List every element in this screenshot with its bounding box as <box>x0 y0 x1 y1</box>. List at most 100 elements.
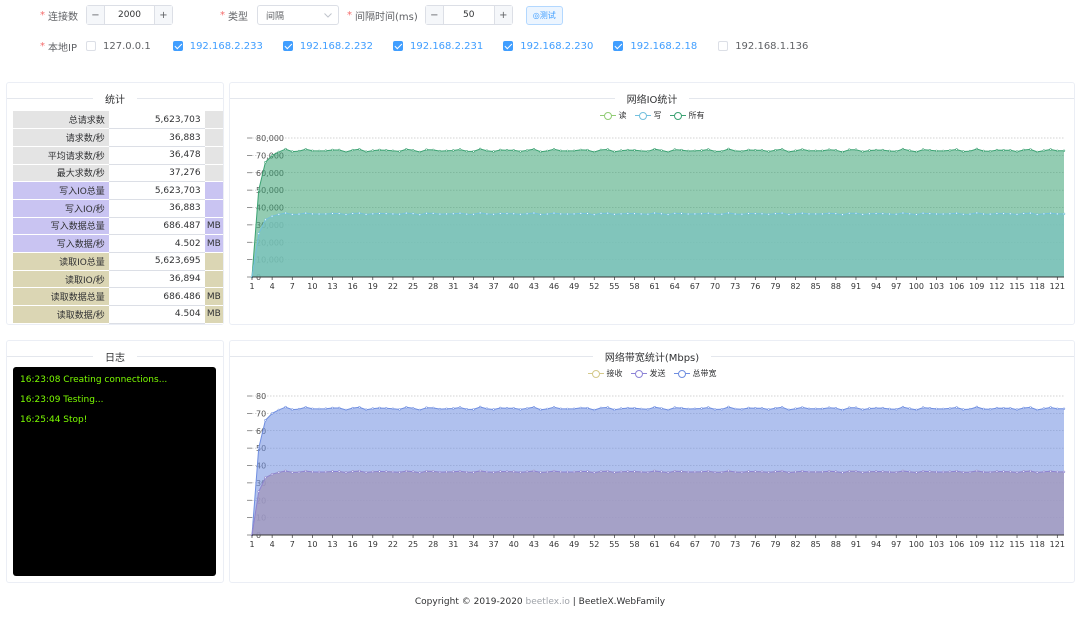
series-point <box>1002 470 1005 473</box>
series-point <box>364 213 368 216</box>
local-ip-option[interactable]: 192.168.2.230 <box>503 41 593 52</box>
x-tick-label: 52 <box>589 540 599 549</box>
stats-label: 平均请求数/秒 <box>13 146 109 165</box>
series-point <box>948 470 952 473</box>
checkbox-checked[interactable] <box>613 41 624 51</box>
stats-unit <box>204 252 223 271</box>
footer-brand-link[interactable]: beetlex.io <box>525 597 570 607</box>
series-point <box>1009 212 1012 215</box>
checkbox-checked[interactable] <box>172 41 183 51</box>
series-point <box>713 408 717 411</box>
series-point <box>311 149 314 153</box>
legend-item[interactable]: 发送 <box>630 368 666 379</box>
x-tick-label: 49 <box>569 282 579 291</box>
series-point <box>525 407 529 410</box>
series-point <box>968 470 972 474</box>
series-point <box>988 407 992 411</box>
series-point <box>767 471 770 474</box>
legend-item[interactable]: 写 <box>634 110 662 121</box>
series-point <box>928 406 931 410</box>
series-point <box>982 149 985 153</box>
x-tick-label: 31 <box>448 540 458 549</box>
local-ip-option[interactable]: 192.168.1.136 <box>718 41 808 52</box>
series-point <box>874 148 878 152</box>
series-point <box>432 470 435 473</box>
series-point <box>452 149 455 152</box>
connections-stepper[interactable]: − 2000 + <box>86 5 173 25</box>
series-point <box>1029 469 1032 473</box>
local-ip-option[interactable]: 192.168.2.18 <box>613 41 697 52</box>
connections-increment-button[interactable]: + <box>154 6 172 24</box>
series-point <box>1015 213 1019 216</box>
series-point <box>780 211 784 215</box>
series-point <box>834 148 837 152</box>
x-tick-label: 40 <box>509 540 519 549</box>
local-ip-option[interactable]: 192.168.2.233 <box>172 41 263 52</box>
legend-item[interactable]: 接收 <box>587 368 623 379</box>
legend-item[interactable]: 所有 <box>669 110 705 121</box>
connections-input[interactable]: 2000 <box>118 10 141 20</box>
test-button[interactable]: ◎测试 <box>525 5 563 25</box>
series-point <box>606 406 609 409</box>
x-tick-label: 97 <box>891 540 901 549</box>
series-point <box>1015 408 1019 411</box>
local-ip-option[interactable]: 192.168.2.232 <box>282 41 373 52</box>
series-point <box>734 407 737 411</box>
local-ip-option[interactable]: 127.0.0.1 <box>85 41 151 52</box>
x-tick-label: 1 <box>249 540 254 549</box>
series-point <box>687 470 690 474</box>
x-tick-label: 16 <box>348 540 358 549</box>
series-point <box>821 407 824 411</box>
interval-input[interactable]: 50 <box>463 10 475 20</box>
interval-decrement-button[interactable]: − <box>425 6 444 24</box>
checkbox[interactable] <box>85 41 96 51</box>
type-select[interactable]: 间隔 <box>257 5 339 25</box>
checkbox[interactable] <box>718 41 729 51</box>
series-point <box>391 407 395 411</box>
interval-increment-button[interactable]: + <box>493 6 512 24</box>
local-ip-option[interactable]: 192.168.2.231 <box>393 41 483 52</box>
series-point <box>579 406 582 410</box>
series-point <box>727 469 730 473</box>
series-point <box>405 148 408 151</box>
series-point <box>673 406 676 409</box>
series-point <box>941 149 945 153</box>
series-point <box>552 148 556 151</box>
series-point <box>821 149 824 153</box>
stats-label: 写入数据总量 <box>13 217 109 236</box>
series-point <box>1049 406 1052 409</box>
legend-item[interactable]: 总带宽 <box>673 368 717 379</box>
y-tick-label: 70 <box>256 409 266 418</box>
series-point <box>680 406 683 410</box>
stats-label: 读取数据/秒 <box>13 305 109 324</box>
series-point <box>1062 470 1066 474</box>
local-ip-text: 192.168.2.231 <box>410 40 484 52</box>
series-point <box>324 212 328 216</box>
interval-stepper[interactable]: − 50 + <box>424 5 513 25</box>
series-point <box>760 407 764 410</box>
stats-value: 686.487 <box>108 217 205 236</box>
series-point <box>411 470 415 473</box>
x-tick-label: 88 <box>831 540 841 549</box>
series-point <box>304 211 307 215</box>
series-point <box>653 211 656 215</box>
legend-item[interactable]: 读 <box>599 110 627 121</box>
stats-unit <box>204 111 223 130</box>
stats-row: 写入IO/秒 36,883 <box>13 199 223 218</box>
checkbox-checked[interactable] <box>282 41 293 51</box>
series-point <box>579 470 582 473</box>
series-point <box>1049 212 1052 215</box>
series-point <box>317 470 321 474</box>
checkbox-checked[interactable] <box>393 41 404 51</box>
checkbox-checked[interactable] <box>503 41 514 51</box>
series-point <box>519 408 522 411</box>
series-point <box>593 408 596 412</box>
connections-decrement-button[interactable]: − <box>87 6 105 24</box>
series-point <box>854 470 858 473</box>
series-point <box>928 470 931 473</box>
log-console[interactable]: 16:23:08 Creating connections... 16:23:0… <box>13 367 216 576</box>
series-point <box>425 406 428 409</box>
series-point <box>941 212 945 216</box>
footer-copyright: Copyright © 2019-2020 <box>414 597 526 607</box>
type-select-value: 间隔 <box>266 11 285 22</box>
